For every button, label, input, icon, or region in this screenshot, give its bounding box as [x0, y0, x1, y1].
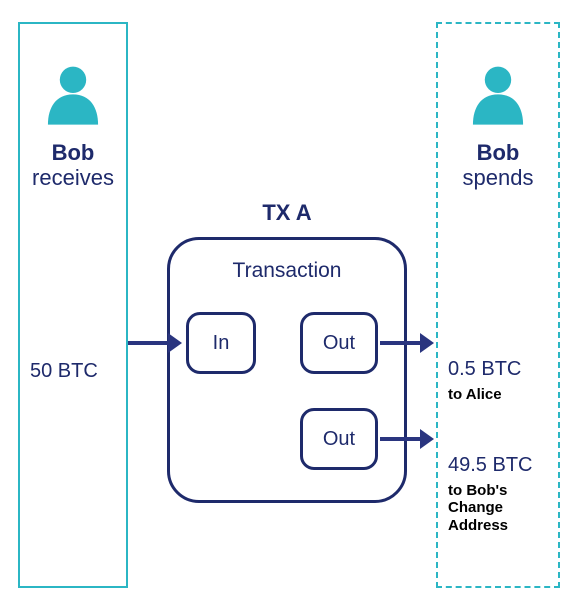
panel-right-name: Bob: [477, 140, 520, 165]
tx-in-box-label: In: [213, 332, 230, 355]
input-amount: 50 BTC: [30, 360, 98, 383]
arrow-out1: [380, 331, 434, 355]
tx-out2-box-label: Out: [323, 428, 355, 451]
panel-left-verb: receives: [32, 165, 114, 190]
panel-right-verb: spends: [463, 165, 534, 190]
arrow-in: [128, 331, 182, 355]
tx-out2-box: Out: [300, 408, 378, 470]
panel-bob-spends: Bobspends 0.5 BTC to Alice 49.5 BTC to Bob's…: [436, 22, 560, 588]
tx-in-box: In: [186, 312, 256, 374]
tx-out1-box: Out: [300, 312, 378, 374]
output2-detail: to Bob's Change Address: [448, 482, 508, 534]
panel-left-title: Bobreceives: [20, 140, 126, 191]
output1-amount: 0.5 BTC: [448, 358, 521, 381]
person-icon: [465, 60, 531, 131]
tx-title: TX A: [167, 200, 407, 226]
panel-bob-receives: Bobreceives 50 BTC: [18, 22, 128, 588]
tx-sub-label: Transaction: [170, 259, 404, 283]
tx-out1-box-label: Out: [323, 332, 355, 355]
output2-amount: 49.5 BTC: [448, 454, 532, 477]
panel-left-name: Bob: [52, 140, 95, 165]
person-icon: [40, 60, 106, 131]
output1-detail: to Alice: [448, 386, 502, 403]
arrow-out2: [380, 427, 434, 451]
panel-right-title: Bobspends: [438, 140, 558, 191]
